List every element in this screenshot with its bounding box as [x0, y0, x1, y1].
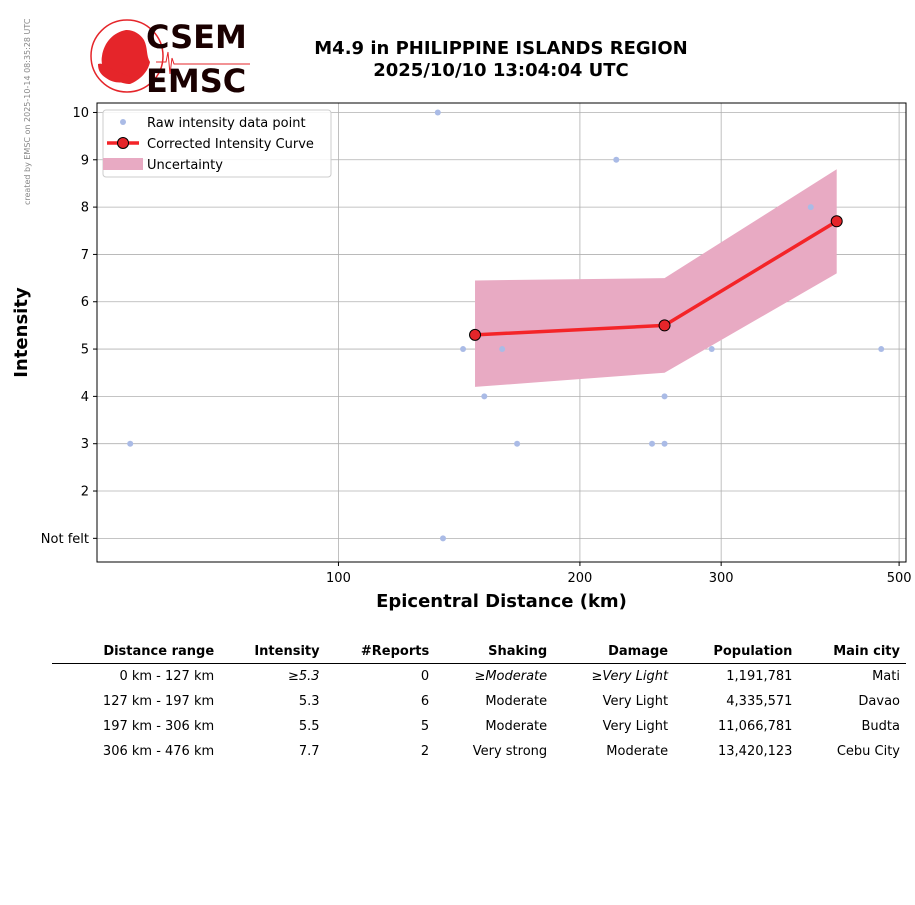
cell-reports: 6 [420, 694, 430, 709]
cell-shaking: Moderate [485, 694, 548, 709]
cell-reports: 0 [420, 669, 430, 684]
intensity-curve-point [658, 319, 671, 332]
raw-data-point [460, 346, 467, 353]
cell-damage: Moderate [606, 744, 669, 759]
logo-text-csem: CSEM [146, 18, 247, 56]
header-damage: Damage [553, 640, 675, 664]
x-tick-label: 300 [709, 571, 734, 586]
uncertainty-band [475, 169, 837, 387]
raw-data-point [661, 393, 668, 400]
raw-data-point [708, 346, 715, 353]
csem-emsc-logo: CSEM EMSC [90, 18, 250, 96]
y-tick-label: 2 [81, 485, 89, 500]
cell-shaking: Moderate [485, 719, 548, 734]
x-axis-label: Epicentral Distance (km) [376, 591, 627, 612]
cell-city: Budta [861, 719, 900, 734]
cell-city: Mati [872, 669, 900, 684]
header-population: Population [674, 640, 799, 664]
raw-data-point [127, 440, 134, 447]
legend-uncertainty-label: Uncertainty [147, 158, 223, 173]
cell-population: 1,191,781 [726, 669, 793, 684]
chart-title-line1: M4.9 in PHILIPPINE ISLANDS REGION [314, 38, 688, 59]
y-tick-label: 8 [81, 201, 89, 216]
header-intensity: Intensity [220, 640, 326, 664]
cell-shaking: ≥Moderate [474, 669, 548, 684]
cell-reports: 2 [420, 744, 430, 759]
cell-range: 306 km - 476 km [102, 744, 215, 759]
legend-curve-label: Corrected Intensity Curve [147, 137, 314, 152]
cell-shaking: Very strong [472, 744, 548, 759]
y-axis-label: Intensity [11, 287, 32, 378]
raw-data-point [514, 440, 521, 447]
intensity-chart: Not felt 2 3 4 5 6 7 8 9 10 100 200 300 500 Epicentral… [11, 102, 912, 612]
intensity-curve-point [830, 215, 843, 228]
header-shaking: Shaking [435, 640, 554, 664]
raw-data-point [439, 535, 446, 542]
raw-data-point [499, 346, 506, 353]
cell-damage: Very Light [602, 694, 669, 709]
intensity-table: Distance range Intensity #Reports Shakin… [52, 640, 906, 764]
y-tick-label: 7 [81, 248, 89, 263]
legend-raw-label: Raw intensity data point [147, 116, 306, 131]
raw-data-point [613, 156, 620, 163]
cell-city: Cebu City [836, 744, 900, 759]
header-distance-range: Distance range [52, 640, 221, 664]
cell-damage: ≥Very Light [591, 669, 669, 684]
raw-data-point [434, 109, 441, 116]
y-tick-label: 5 [81, 343, 89, 358]
table-row: 306 km - 476 km 7.7 2 Very strong Modera… [52, 739, 906, 764]
header-reports: #Reports [325, 640, 436, 664]
raw-data-point [649, 440, 656, 447]
x-tick-label: 500 [887, 571, 912, 586]
x-tick-label: 200 [567, 571, 592, 586]
chart-title-line2: 2025/10/10 13:04:04 UTC [373, 60, 629, 81]
y-tick-label: 3 [81, 437, 89, 452]
cell-intensity: ≥5.3 [288, 669, 320, 684]
raw-data-point [481, 393, 488, 400]
raw-data-point [878, 346, 885, 353]
table-row: 0 km - 127 km ≥5.3 0 ≥Moderate ≥Very Lig… [52, 664, 906, 690]
cell-range: 127 km - 197 km [102, 694, 215, 709]
raw-data-point [807, 204, 814, 211]
x-tick-label: 100 [326, 571, 351, 586]
y-tick-label: 10 [72, 106, 89, 121]
cell-range: 197 km - 306 km [102, 719, 215, 734]
raw-data-point [661, 440, 668, 447]
cell-intensity: 5.3 [298, 694, 320, 709]
cell-intensity: 5.5 [298, 719, 320, 734]
legend-uncertainty-swatch [103, 158, 143, 170]
table-row: 197 km - 306 km 5.5 5 Moderate Very Ligh… [52, 714, 906, 739]
cell-intensity: 7.7 [298, 744, 320, 759]
cell-range: 0 km - 127 km [119, 669, 215, 684]
cell-damage: Very Light [602, 719, 669, 734]
header-main-city: Main city [798, 640, 906, 664]
legend-curve-marker [117, 137, 129, 149]
cell-population: 4,335,571 [726, 694, 793, 709]
logo-text-emsc: EMSC [146, 62, 246, 96]
y-tick-label: Not felt [41, 532, 89, 547]
legend-raw-marker [120, 119, 126, 125]
plot-frame [96, 102, 907, 563]
legend-box [102, 109, 332, 178]
intensity-curve-point [469, 328, 482, 341]
cell-reports: 5 [420, 719, 430, 734]
y-tick-label: 9 [81, 153, 89, 168]
cell-population: 11,066,781 [718, 719, 793, 734]
y-tick-label: 4 [81, 390, 89, 405]
cell-city: Davao [858, 694, 900, 709]
cell-population: 13,420,123 [718, 744, 793, 759]
y-tick-label: 6 [81, 295, 89, 310]
table-row: 127 km - 197 km 5.3 6 Moderate Very Ligh… [52, 689, 906, 714]
